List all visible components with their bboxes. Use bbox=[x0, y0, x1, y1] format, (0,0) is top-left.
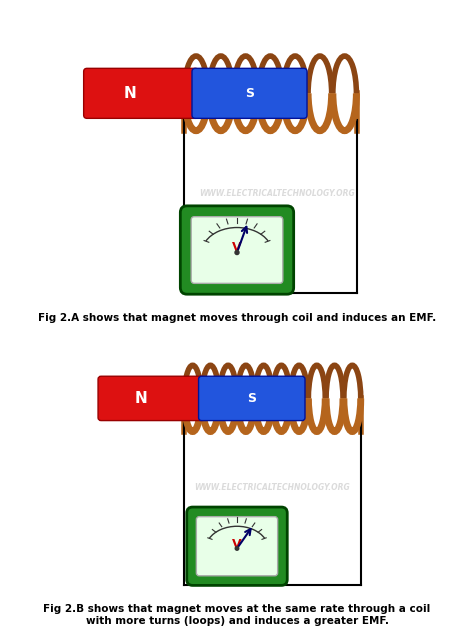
FancyBboxPatch shape bbox=[191, 216, 283, 283]
Text: S: S bbox=[247, 392, 256, 405]
FancyBboxPatch shape bbox=[196, 516, 278, 576]
FancyBboxPatch shape bbox=[83, 69, 199, 118]
Text: Fig 2.B shows that magnet moves at the same rate through a coil
with more turns : Fig 2.B shows that magnet moves at the s… bbox=[44, 604, 430, 626]
Text: V: V bbox=[232, 538, 242, 550]
FancyBboxPatch shape bbox=[180, 206, 294, 294]
Text: S: S bbox=[245, 87, 254, 100]
Text: N: N bbox=[135, 391, 147, 406]
Text: V: V bbox=[232, 241, 242, 254]
Text: WWW.ELECTRICALTECHNOLOGY.ORG: WWW.ELECTRICALTECHNOLOGY.ORG bbox=[199, 189, 355, 198]
FancyBboxPatch shape bbox=[199, 376, 305, 421]
FancyBboxPatch shape bbox=[192, 69, 307, 118]
Circle shape bbox=[235, 250, 239, 255]
FancyBboxPatch shape bbox=[98, 376, 204, 421]
Text: Fig 2.A shows that magnet moves through coil and induces an EMF.: Fig 2.A shows that magnet moves through … bbox=[38, 313, 436, 323]
Text: N: N bbox=[124, 86, 137, 101]
Circle shape bbox=[235, 547, 239, 550]
FancyBboxPatch shape bbox=[187, 507, 287, 586]
Text: WWW.ELECTRICALTECHNOLOGY.ORG: WWW.ELECTRICALTECHNOLOGY.ORG bbox=[195, 482, 350, 492]
